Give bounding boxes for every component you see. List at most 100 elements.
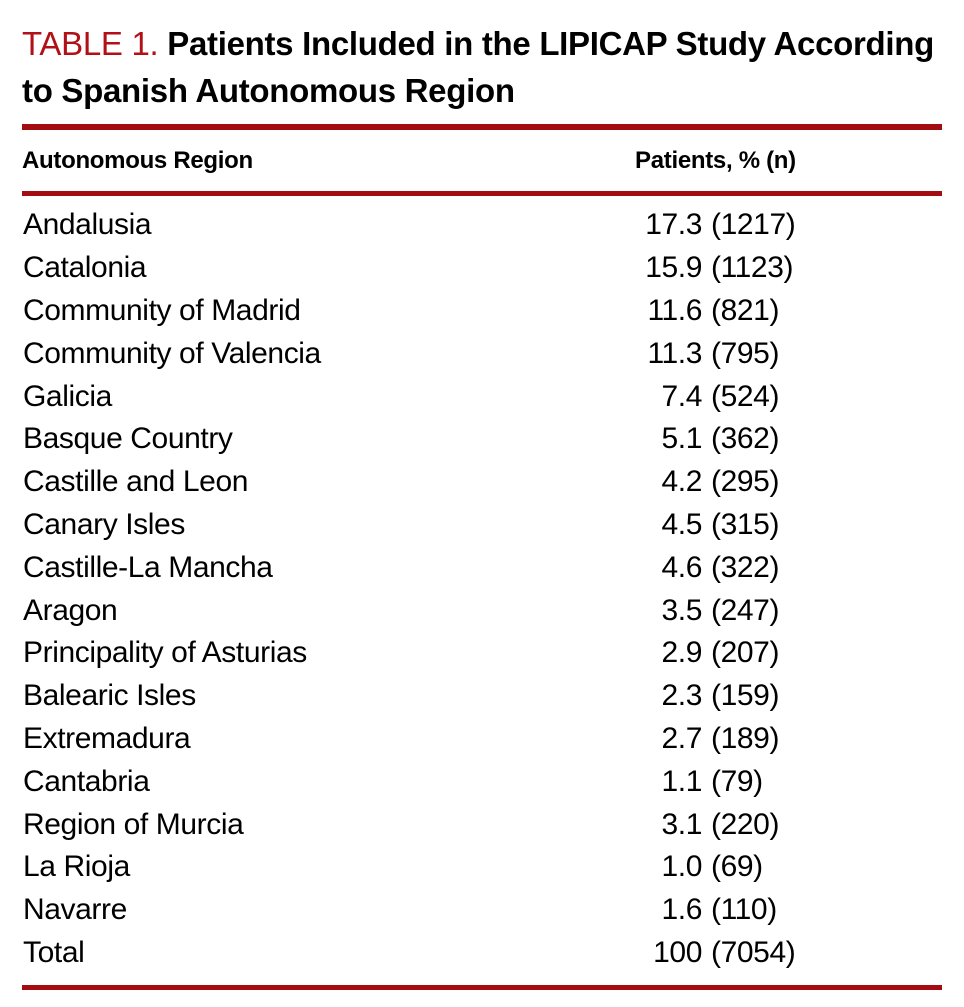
patients-value: 4.5 (315)	[612, 508, 942, 542]
patients-count: (821)	[711, 293, 780, 327]
patients-value: 2.3 (159)	[612, 679, 942, 713]
region-name: Community of Madrid	[23, 293, 301, 327]
region-name: Extremadura	[23, 721, 191, 755]
patients-count: (207)	[711, 636, 780, 670]
table-row: Castille and Leon 4.2 (295)	[22, 461, 942, 504]
bottom-rule	[22, 985, 942, 991]
patients-value: 2.7 (189)	[612, 722, 942, 756]
patients-percent: 3.1	[661, 807, 702, 841]
patients-percent: 2.7	[661, 721, 702, 755]
table-row: Total 100 (7054)	[22, 932, 942, 975]
table-row: La Rioja 1.0 (69)	[22, 846, 942, 889]
patients-value: 100 (7054)	[612, 936, 942, 970]
patients-count: (362)	[711, 422, 780, 456]
patients-percent: 7.4	[661, 379, 702, 413]
patients-value: 15.9 (1123)	[612, 251, 942, 285]
patients-percent: 1.0	[661, 850, 702, 884]
patients-value: 4.6 (322)	[612, 551, 942, 585]
patients-value: 17.3 (1217)	[612, 208, 942, 242]
region-name: Balearic Isles	[23, 679, 196, 713]
patients-percent: 17.3	[645, 208, 702, 242]
header-rule	[22, 191, 942, 196]
table-row: Principality of Asturias 2.9 (207)	[22, 632, 942, 675]
region-name: Castille-La Mancha	[23, 550, 273, 584]
patients-count: (1123)	[711, 251, 794, 285]
table-title-text: Patients Included in the LIPICAP Study A…	[22, 25, 934, 109]
table-row: Balearic Isles 2.3 (159)	[22, 675, 942, 718]
patients-percent: 15.9	[645, 251, 702, 285]
patients-percent: 11.3	[647, 336, 702, 370]
region-name: Castille and Leon	[23, 465, 249, 499]
patients-value: 11.3 (795)	[612, 337, 942, 371]
patients-count: (79)	[711, 764, 763, 798]
patients-percent: 4.5	[661, 507, 702, 541]
patients-count: (189)	[711, 721, 780, 755]
patients-count: (315)	[711, 507, 780, 541]
patients-value: 4.2 (295)	[612, 465, 942, 499]
patients-count: (159)	[711, 679, 780, 713]
table-row: Navarre 1.6 (110)	[22, 889, 942, 932]
patients-count: (110)	[711, 893, 777, 927]
region-name: Catalonia	[23, 251, 147, 285]
patients-count: (322)	[711, 550, 780, 584]
patients-percent: 4.2	[661, 465, 702, 499]
table-number-label: TABLE 1.	[22, 25, 159, 62]
table-row: Andalusia 17.3 (1217)	[22, 204, 942, 247]
region-name: Navarre	[23, 893, 127, 927]
patients-value: 3.5 (247)	[612, 594, 942, 628]
table-title: TABLE 1. Patients Included in the LIPICA…	[22, 0, 942, 114]
region-name: Galicia	[23, 379, 112, 413]
table-header-row: Autonomous Region Patients, % (n)	[22, 130, 942, 191]
table-row: Castille-La Mancha 4.6 (322)	[22, 546, 942, 589]
table-row: Catalonia 15.9 (1123)	[22, 247, 942, 290]
patients-percent: 1.6	[661, 893, 702, 927]
patients-value: 1.1 (79)	[612, 765, 942, 799]
top-rule	[22, 124, 942, 130]
region-name: Principality of Asturias	[23, 636, 307, 670]
patients-count: (220)	[711, 807, 780, 841]
region-name: Cantabria	[23, 764, 150, 798]
patients-count: (69)	[711, 850, 763, 884]
patients-percent: 11.6	[647, 293, 702, 327]
region-name: La Rioja	[23, 850, 130, 884]
patients-value: 5.1 (362)	[612, 422, 942, 456]
table-row: Cantabria 1.1 (79)	[22, 760, 942, 803]
patients-percent: 1.1	[661, 764, 702, 798]
patients-value: 1.6 (110)	[612, 893, 942, 927]
table-row: Community of Madrid 11.6 (821)	[22, 290, 942, 333]
patients-percent: 100	[653, 935, 702, 969]
region-name: Community of Valencia	[23, 336, 321, 370]
region-name: Andalusia	[23, 208, 152, 242]
table-row: Region of Murcia 3.1 (220)	[22, 803, 942, 846]
patients-count: (524)	[711, 379, 780, 413]
table-row: Extremadura 2.7 (189)	[22, 718, 942, 761]
patients-count: (795)	[711, 336, 780, 370]
region-name: Canary Isles	[23, 507, 185, 541]
patients-count: (247)	[711, 593, 780, 627]
patients-percent: 5.1	[661, 422, 702, 456]
patients-value: 7.4 (524)	[612, 380, 942, 414]
patients-percent: 2.3	[661, 679, 702, 713]
column-header-region: Autonomous Region	[22, 146, 253, 174]
table-row: Basque Country 5.1 (362)	[22, 418, 942, 461]
table-row: Community of Valencia 11.3 (795)	[22, 332, 942, 375]
region-name: Total	[23, 935, 85, 969]
table-row: Galicia 7.4 (524)	[22, 375, 942, 418]
patients-value: 1.0 (69)	[612, 850, 942, 884]
table-row: Canary Isles 4.5 (315)	[22, 504, 942, 547]
patients-value: 2.9 (207)	[612, 636, 942, 670]
patients-count: (295)	[711, 465, 780, 499]
patients-count: (7054)	[711, 935, 796, 969]
table-row: Aragon 3.5 (247)	[22, 589, 942, 632]
patients-count: (1217)	[711, 208, 796, 242]
patients-value: 3.1 (220)	[612, 808, 942, 842]
region-name: Basque Country	[23, 422, 233, 456]
region-name: Region of Murcia	[23, 807, 244, 841]
patients-value: 11.6 (821)	[612, 294, 942, 328]
region-name: Aragon	[23, 593, 118, 627]
patients-percent: 4.6	[661, 550, 702, 584]
column-header-patients: Patients, % (n)	[635, 146, 796, 174]
patients-percent: 3.5	[661, 593, 702, 627]
patients-percent: 2.9	[661, 636, 702, 670]
